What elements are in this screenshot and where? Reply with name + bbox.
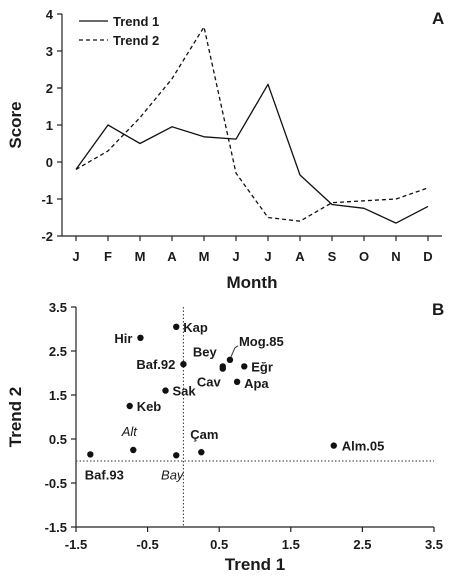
panel-a-x-tick-label: A: [295, 249, 305, 264]
panel-b-letter: B: [432, 300, 444, 319]
panel-b-x-tick-label: 1.5: [282, 537, 300, 552]
series-trend-1-line: [75, 83, 429, 224]
panel-a-y-axis-title: Score: [6, 101, 25, 148]
panel-a-x-tick-label: N: [391, 249, 400, 264]
panel-a-y-tick-label: 3: [46, 44, 53, 59]
leader-line-mog-85: [230, 345, 239, 358]
point-label-alm-05: Alm.05: [342, 439, 385, 454]
point-label-keb: Keb: [137, 399, 162, 414]
panel-a-x-tick-label: J: [264, 249, 271, 264]
panel-b-x-tick-label: 2.5: [353, 537, 371, 552]
point-label-sak: Sak: [173, 384, 197, 399]
panel-b-y-axis-title: Trend 2: [6, 387, 25, 447]
point-cav: [219, 365, 226, 372]
panel-b-x-axis-title: Trend 1: [225, 555, 285, 574]
panel-b-y-tick-label: 0.5: [49, 432, 67, 447]
panel-a-x-tick-label: M: [199, 249, 210, 264]
panel-b-y-tick-label: -0.5: [45, 476, 67, 491]
point-baf-92: [180, 361, 187, 368]
panel-b-x-tick-label: -1.5: [65, 537, 87, 552]
legend-label-trend-2: Trend 2: [113, 33, 159, 48]
point-label-kap: Kap: [183, 320, 208, 335]
panel-b-y-tick-label: 2.5: [49, 344, 67, 359]
point-label-çam: Çam: [190, 427, 218, 442]
panel-a-y-tick-label: 2: [46, 81, 53, 96]
point-bay: [173, 452, 180, 459]
panel-b-x-tick-label: 0.5: [210, 537, 228, 552]
point-label-cav: Cav: [197, 375, 222, 390]
panel-b-y-tick-label: -1.5: [45, 520, 67, 535]
panel-a-x-axis-title: Month: [227, 273, 278, 292]
point-label-bay: Bay: [161, 467, 185, 482]
panel-a-x-tick-label: A: [167, 249, 177, 264]
panel-a-x-tick-label: S: [328, 249, 337, 264]
point-mog-85: [226, 356, 234, 363]
panel-a-x-tick-label: F: [104, 249, 112, 264]
panel-a-legend: Trend 1 Trend 2: [79, 14, 159, 48]
panel-b-x-tick-label: 3.5: [425, 537, 443, 552]
panel-a-x-tick-label: J: [232, 249, 239, 264]
panel-a-x-tick-label: O: [359, 249, 369, 264]
legend-label-trend-1: Trend 1: [113, 14, 159, 29]
panel-b: -1.5 -0.5 0.5 1.5 2.5 3.5 -1.5 -0.5 0.5 1.5 2.5 3.5…: [6, 300, 444, 574]
panel-b-x-tick-label: -0.5: [136, 537, 158, 552]
point-baf-93: [87, 451, 94, 458]
panel-a-y-tick-label: -2: [41, 229, 53, 244]
panel-a-y-tick-label: 1: [46, 118, 53, 133]
point-sak: [162, 387, 169, 394]
point-keb: [126, 402, 133, 410]
point-alm-05: [330, 442, 337, 449]
panel-a: -2 -1 0 1 2 3 4 J F M A M J J A S O N D Trend 1 Trend 2 Score…: [6, 7, 444, 292]
point-label-hir: Hir: [114, 331, 132, 346]
panel-b-y-tick-label: 1.5: [49, 388, 67, 403]
point-alt: [130, 446, 137, 454]
point-label-mog-85: Mog.85: [239, 334, 284, 349]
panel-a-x-tick-label: J: [72, 249, 79, 264]
point-label-alt: Alt: [121, 424, 139, 439]
panel-b-y-tick-label: 3.5: [49, 300, 67, 315]
point-eğr: [241, 363, 248, 370]
panel-a-y-tick-label: 4: [46, 7, 54, 22]
panel-a-y-tick-label: 0: [46, 155, 53, 170]
point-kap: [173, 323, 180, 330]
panel-a-y-tick-label: -1: [41, 192, 53, 207]
point-label-baf-92: Baf.92: [136, 357, 175, 372]
point-label-eğr: Eğr: [251, 359, 273, 374]
panel-a-x-tick-label: D: [423, 249, 432, 264]
series-trend-2-line: [75, 26, 429, 222]
point-label-bey: Bey: [193, 344, 218, 359]
point-çam: [198, 449, 205, 456]
point-label-apa: Apa: [244, 376, 269, 391]
point-label-baf-93: Baf.93: [85, 467, 124, 482]
point-hir: [137, 334, 144, 341]
panel-a-x-tick-label: M: [135, 249, 146, 264]
panel-a-letter: A: [432, 9, 444, 28]
point-apa: [233, 378, 241, 385]
